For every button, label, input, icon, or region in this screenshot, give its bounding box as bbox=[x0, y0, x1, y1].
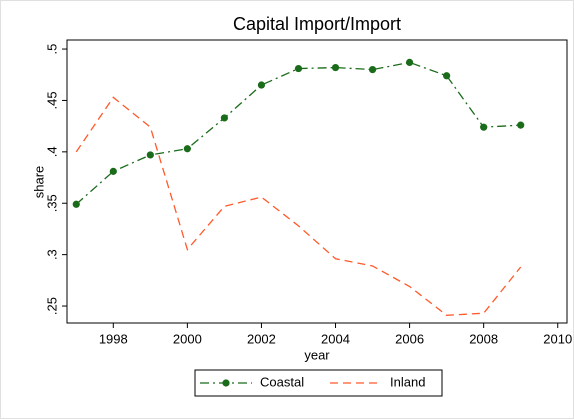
legend-label: Inland bbox=[390, 374, 425, 389]
legend-marker bbox=[222, 379, 230, 387]
x-tick-label: 2004 bbox=[321, 331, 350, 346]
x-tick-label: 2000 bbox=[173, 331, 202, 346]
x-tick-label: 2006 bbox=[395, 331, 424, 346]
point bbox=[220, 114, 229, 122]
series-line bbox=[75, 96, 522, 316]
legend-box bbox=[194, 369, 443, 397]
y-tick-label: .5 bbox=[44, 44, 59, 55]
y-tick-label: .45 bbox=[44, 91, 59, 109]
y-tick-label: .35 bbox=[44, 194, 59, 212]
point bbox=[480, 123, 488, 131]
point bbox=[331, 63, 340, 72]
point bbox=[517, 121, 525, 129]
point bbox=[443, 72, 451, 80]
point bbox=[146, 151, 154, 159]
x-tick-label: 2002 bbox=[247, 331, 276, 346]
point bbox=[368, 66, 377, 74]
x-axis-label: year bbox=[304, 347, 330, 362]
point bbox=[257, 81, 266, 89]
plot-frame bbox=[66, 39, 568, 324]
point bbox=[109, 167, 117, 175]
y-axis-label: share bbox=[31, 166, 46, 199]
y-tick-label: .4 bbox=[44, 146, 59, 157]
x-tick-label: 1998 bbox=[99, 331, 128, 346]
point bbox=[72, 200, 80, 208]
x-tick-label: 2008 bbox=[469, 331, 498, 346]
y-tick-label: .25 bbox=[44, 297, 59, 315]
legend-label: Coastal bbox=[260, 374, 304, 389]
chart-title: Capital Import/Import bbox=[233, 14, 401, 34]
y-tick-label: .3 bbox=[44, 249, 59, 260]
point bbox=[405, 58, 414, 67]
x-tick-label: 2010 bbox=[543, 331, 572, 346]
point bbox=[294, 64, 303, 73]
point bbox=[183, 145, 191, 153]
